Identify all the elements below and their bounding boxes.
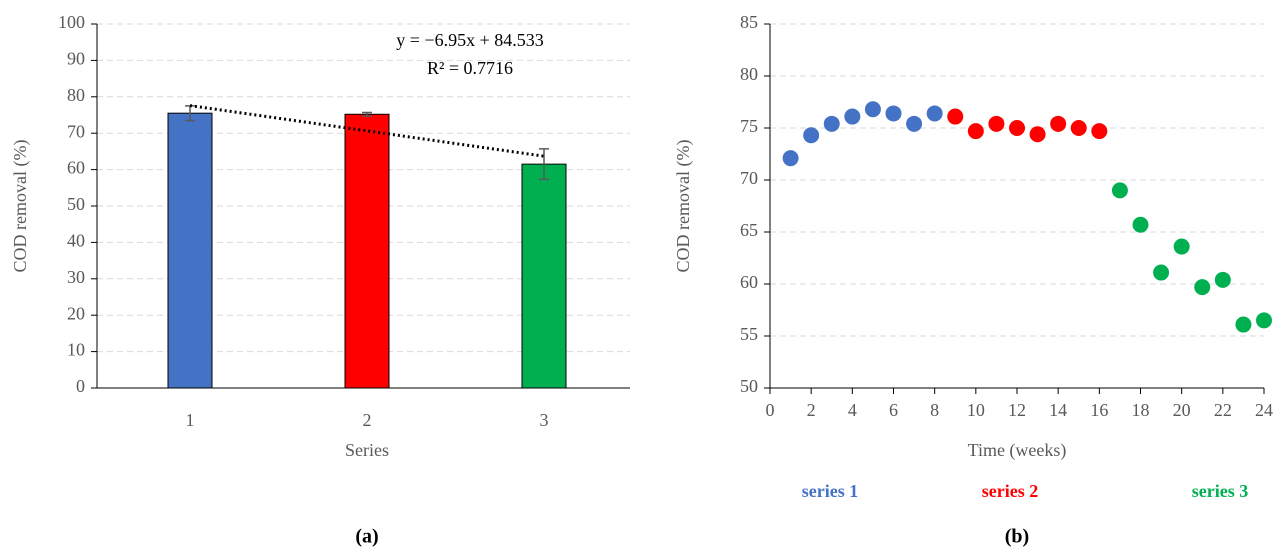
x-tick-label: 4 [848,400,857,420]
point [1214,271,1231,288]
point [864,101,881,118]
y-tick-label: 70 [67,121,85,141]
y-axis-label: COD removal (%) [673,140,694,273]
point [906,115,923,132]
point [1091,123,1108,140]
y-tick-label: 65 [740,220,758,240]
y-tick-label: 50 [740,376,758,396]
legend-label: series 2 [982,481,1038,501]
point [1009,120,1025,136]
point [844,108,861,125]
x-tick-label: 0 [766,400,775,420]
x-axis-label: Series [345,440,389,460]
caption: (a) [355,526,378,548]
x-tick-label: 24 [1255,400,1273,420]
y-tick-label: 55 [740,324,758,344]
x-tick-label: 10 [967,400,985,420]
x-tick-label: 8 [930,400,939,420]
legend-label: series 1 [802,481,858,501]
x-axis-label: Time (weeks) [968,440,1067,461]
y-tick-label: 75 [740,116,758,136]
legend-label: series 3 [1192,481,1248,501]
error-bar [539,148,549,181]
x-tick-label: 3 [540,410,549,430]
y-tick-label: 10 [67,340,85,360]
x-tick-label: 16 [1090,400,1108,420]
point [1153,264,1170,281]
point [988,115,1005,132]
y-tick-label: 30 [67,267,85,287]
point [823,115,840,132]
point [1173,238,1190,255]
point [947,108,964,125]
point [803,127,820,144]
caption: (b) [1005,526,1029,548]
error-bar [362,111,372,117]
bar [344,113,390,389]
y-tick-label: 80 [67,85,85,105]
point [1235,316,1252,333]
y-tick-label: 85 [740,12,758,32]
y-tick-label: 60 [67,158,85,178]
x-tick-label: 2 [807,400,816,420]
y-tick-label: 60 [740,272,758,292]
x-tick-label: 20 [1173,400,1191,420]
y-tick-label: 90 [67,49,85,69]
point [967,123,984,140]
x-tick-label: 6 [889,400,898,420]
y-tick-label: 80 [740,64,758,84]
x-tick-label: 22 [1214,400,1232,420]
y-tick-label: 0 [76,376,85,396]
point [1194,279,1211,296]
point [782,150,799,167]
y-tick-label: 40 [67,231,85,251]
point [1070,120,1087,136]
point [1050,115,1067,132]
x-tick-label: 14 [1049,400,1067,420]
bar [167,112,213,389]
point [1256,312,1272,329]
y-tick-label: 70 [740,168,758,188]
y-tick-label: 100 [58,12,85,32]
point [885,105,902,122]
point [926,105,943,122]
y-tick-label: 50 [67,194,85,214]
x-tick-label: 18 [1132,400,1150,420]
y-tick-label: 20 [67,303,85,323]
x-tick-label: 12 [1008,400,1026,420]
trendline-r2: R² = 0.7716 [427,58,513,78]
bar [521,163,567,389]
y-axis-label: COD removal (%) [10,140,31,273]
point [1111,182,1128,199]
x-tick-label: 1 [186,410,195,430]
trendline-equation: y = −6.95x + 84.533 [396,30,543,50]
point [1029,126,1046,143]
point [1132,216,1149,233]
x-tick-label: 2 [363,410,372,430]
